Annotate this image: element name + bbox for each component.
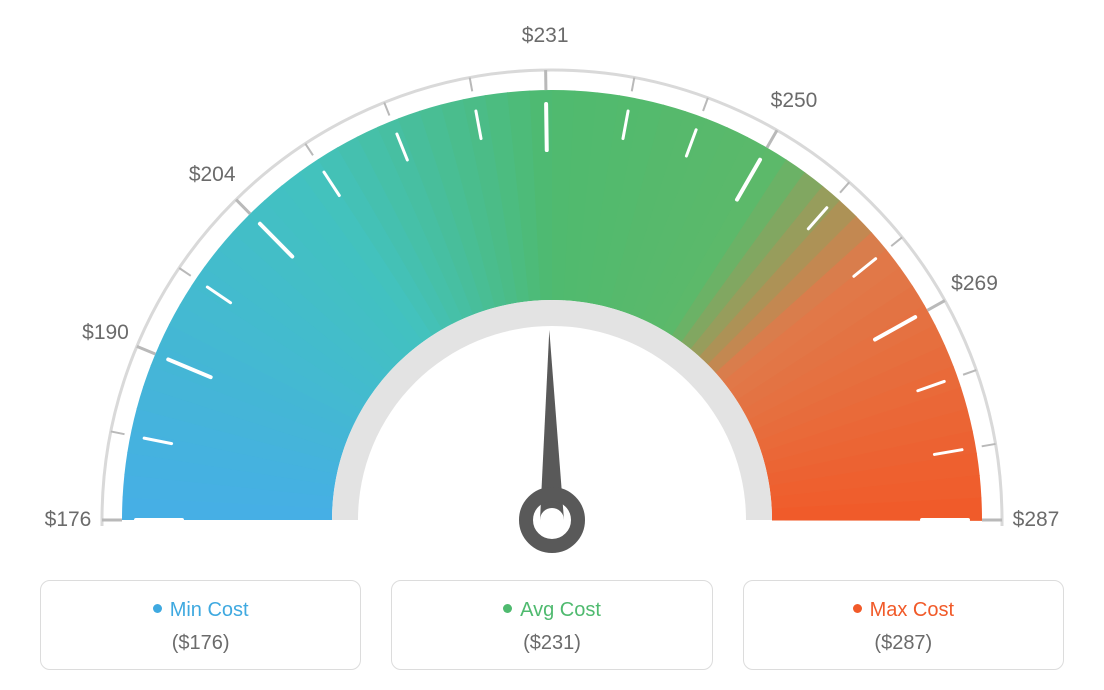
legend-label: Avg Cost: [520, 599, 601, 621]
legend-label: Min Cost: [170, 599, 249, 621]
legend-label: Max Cost: [870, 599, 954, 621]
legend-value-max: ($287): [744, 632, 1063, 655]
legend-card-max: Max Cost ($287): [743, 580, 1064, 670]
legend-card-avg: Avg Cost ($231): [391, 580, 712, 670]
gauge-tick-label: $287: [1013, 508, 1060, 532]
legend-value-avg: ($231): [392, 632, 711, 655]
legend-row: Min Cost ($176) Avg Cost ($231) Max Cost…: [40, 580, 1064, 670]
legend-title-avg: Avg Cost: [392, 599, 711, 622]
dot-icon: [503, 604, 512, 613]
dot-icon: [153, 604, 162, 613]
gauge-tick-label: $204: [189, 163, 236, 187]
cost-gauge: $176 $190 $204 $231 $250 $269 $287: [0, 0, 1104, 560]
dot-icon: [853, 604, 862, 613]
gauge-tick-label: $231: [522, 24, 569, 48]
gauge-tick-label: $176: [45, 508, 92, 532]
legend-title-max: Max Cost: [744, 599, 1063, 622]
legend-value-min: ($176): [41, 632, 360, 655]
gauge-tick-label: $269: [951, 272, 998, 296]
legend-card-min: Min Cost ($176): [40, 580, 361, 670]
gauge-tick-label: $250: [771, 89, 818, 113]
legend-title-min: Min Cost: [41, 599, 360, 622]
gauge-tick-label: $190: [82, 321, 129, 345]
gauge-svg: [0, 0, 1104, 560]
